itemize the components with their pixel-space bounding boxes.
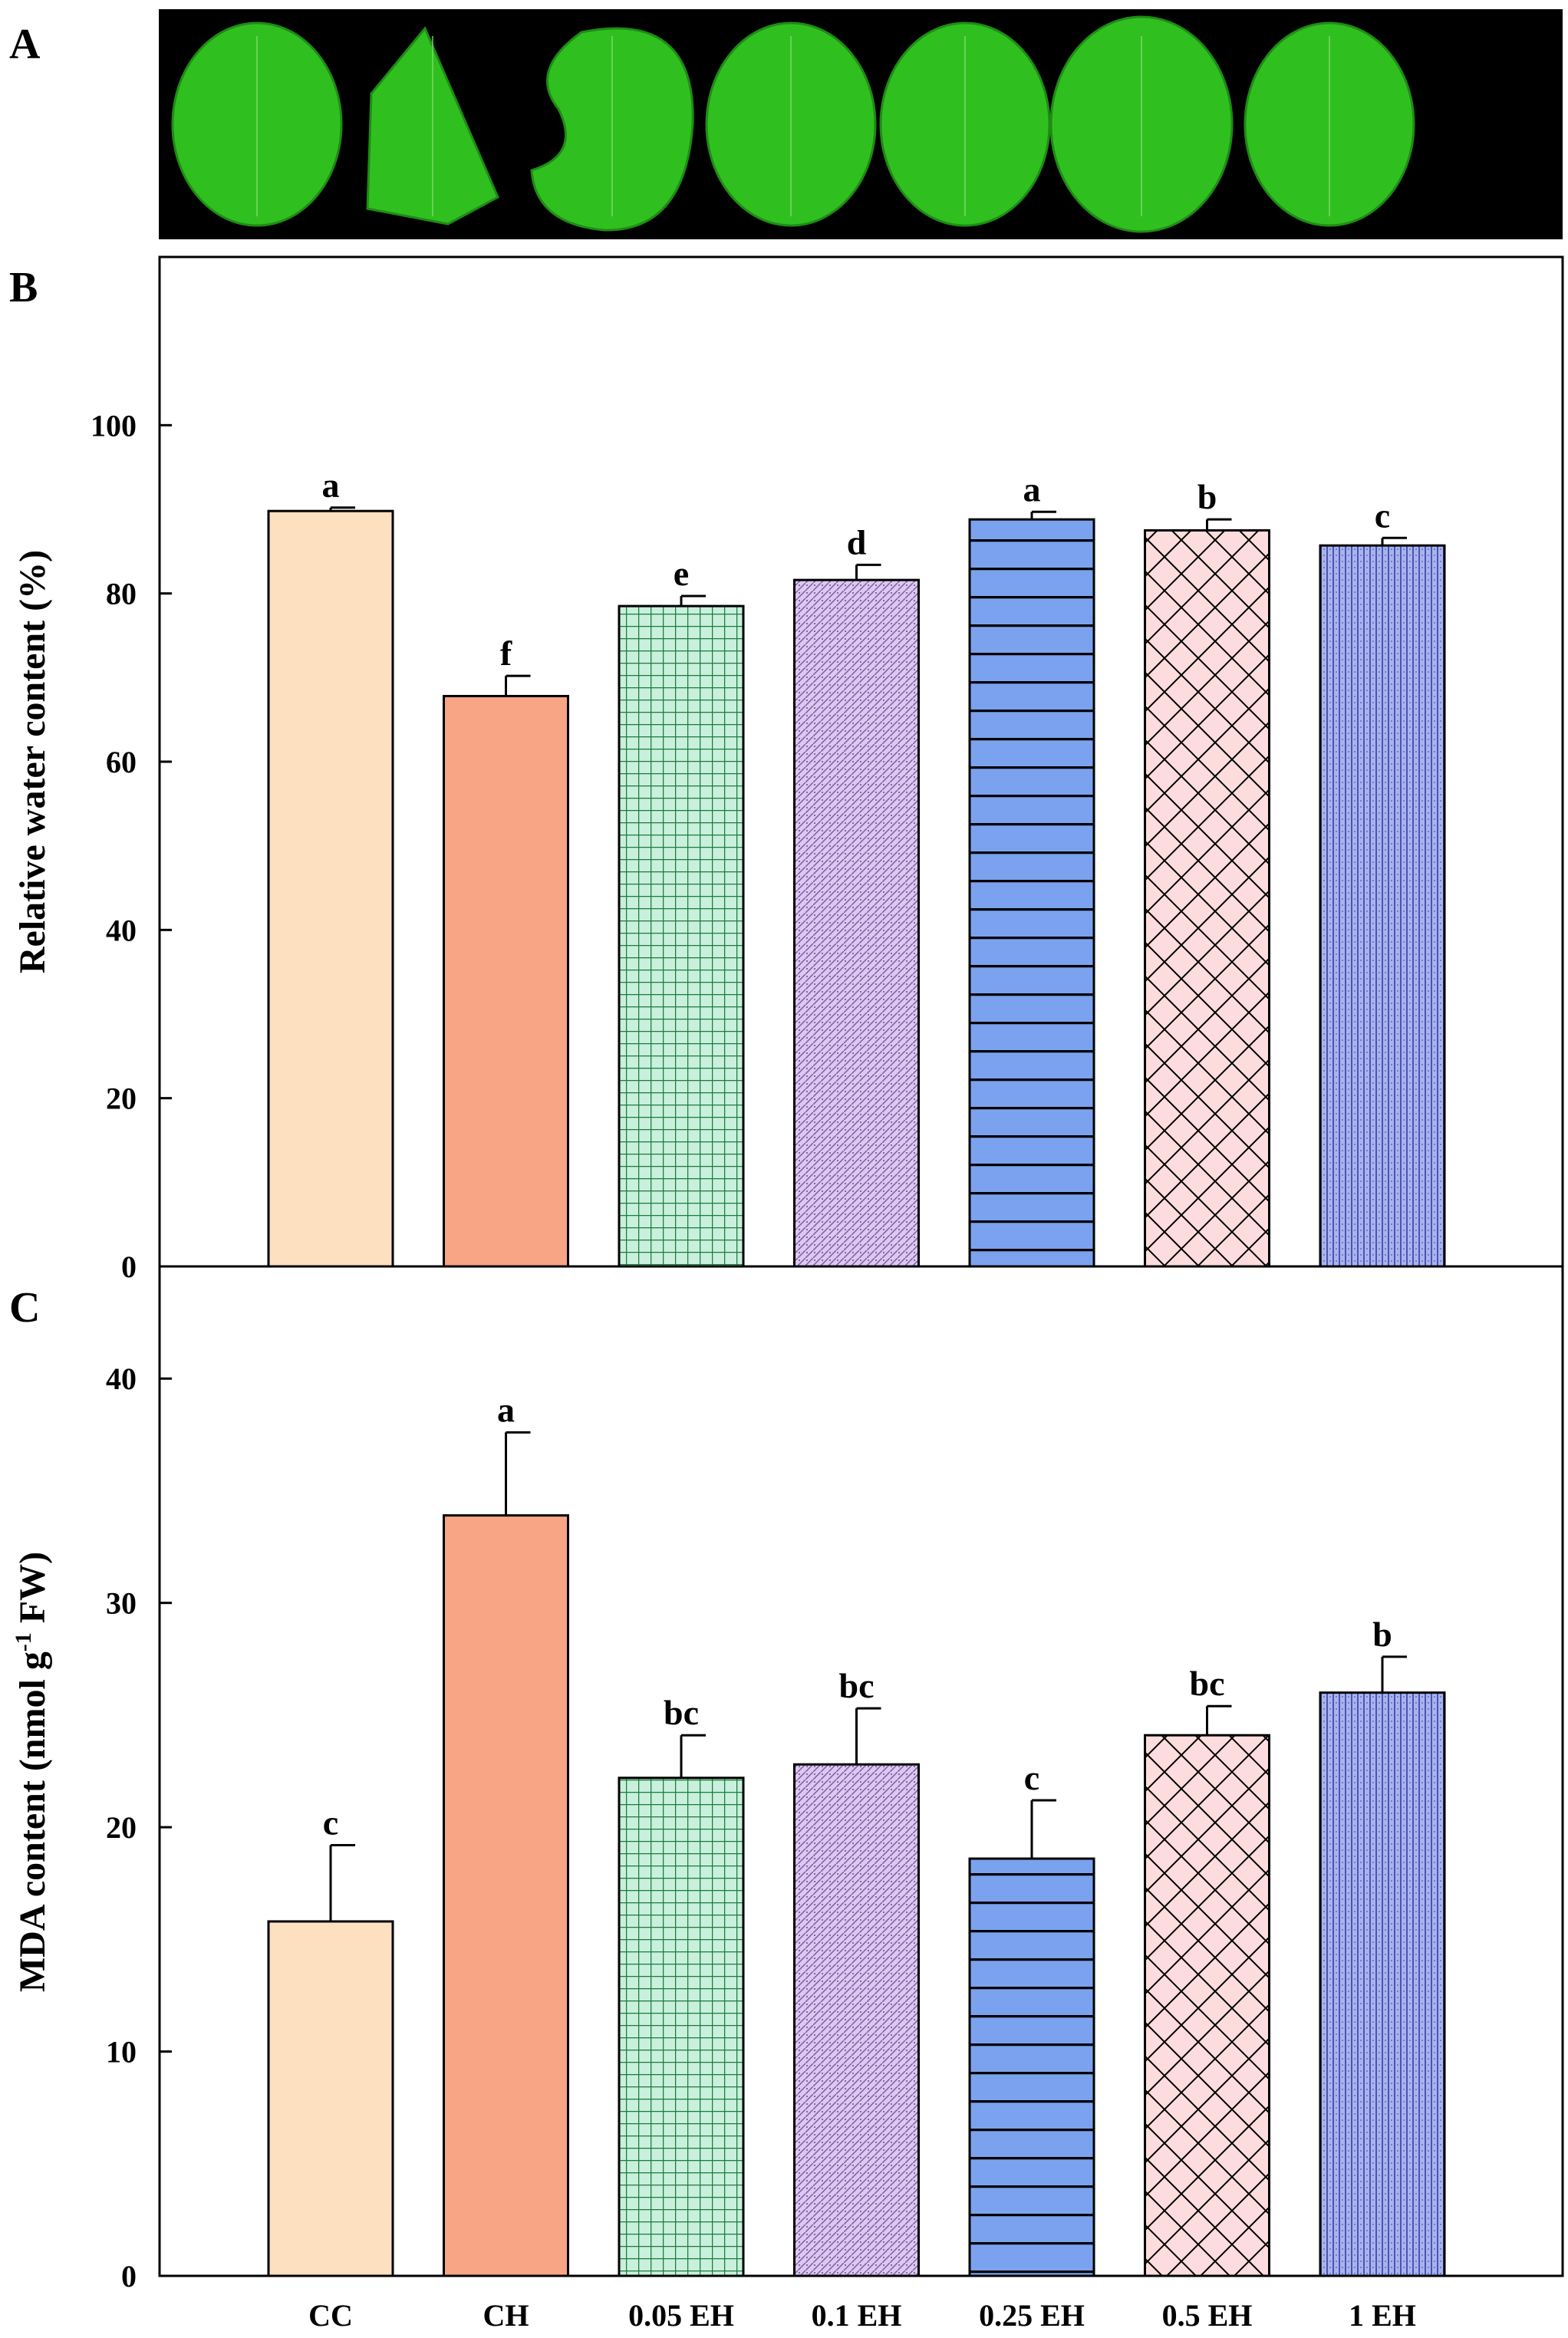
chart-c-category-label: CH <box>483 2298 529 2333</box>
panel-b-letter: B <box>9 264 38 311</box>
chart-b-sig-label: a <box>322 466 340 505</box>
chart-b-ylabel: Relative water content (%) <box>12 550 53 973</box>
chart-b-sig-label: e <box>674 554 689 593</box>
chart-b-bar <box>618 604 745 1268</box>
chart-c-ylabel-main: MDA content (nmol g <box>12 1651 53 1992</box>
chart-c-bar <box>1319 1691 1446 2277</box>
chart-c-ytick-label: 20 <box>106 1810 137 1845</box>
chart-b-ytick-label: 100 <box>91 408 137 443</box>
chart-c-bar <box>443 1514 569 2277</box>
chart-c-ylabel-sup: -1 <box>11 1632 36 1651</box>
chart-c-sig-label: c <box>1024 1758 1039 1797</box>
chart-b-bar <box>267 509 394 1268</box>
leaf-2 <box>366 26 499 226</box>
chart-c-ytick-label: 40 <box>106 1362 137 1396</box>
chart-b-sig-label: a <box>1023 469 1041 509</box>
chart-b-ytick-label: 0 <box>121 1250 137 1284</box>
chart-c-ylabel-end: FW) <box>12 1552 53 1632</box>
chart-mda-content: MDA content (nmol g-1 FW) 010203040cabcb… <box>11 1265 1564 2333</box>
leaf-1 <box>171 21 343 227</box>
panel-a-letter: A <box>9 21 41 68</box>
leaf-3 <box>530 27 694 232</box>
chart-c-bar <box>267 1920 394 2277</box>
chart-b-ytick-label: 60 <box>106 745 137 779</box>
chart-c-sig-label: bc <box>664 1693 699 1732</box>
chart-relative-water-content: Relative water content (%) 0 20 40 60 80 100 a… <box>12 255 1564 1284</box>
chart-b-sig-label: f <box>500 634 512 673</box>
chart-c-category-label: CC <box>308 2298 353 2333</box>
leaf-4 <box>705 21 877 227</box>
chart-c-bar <box>968 1857 1095 2277</box>
chart-c-bar <box>1144 1734 1270 2277</box>
chart-b-bar <box>1319 544 1446 1268</box>
chart-b-bar <box>443 694 569 1268</box>
chart-b-bar <box>793 578 920 1268</box>
chart-c-sig-label: a <box>497 1390 515 1429</box>
chart-c-category-label: 0.05 EH <box>628 2298 734 2333</box>
chart-c-category-label: 0.1 EH <box>812 2298 902 2333</box>
chart-c-sig-label: bc <box>1190 1664 1225 1703</box>
panel-c-letter: C <box>9 1284 40 1332</box>
chart-b-ytick-label: 40 <box>106 913 137 947</box>
leaf-7 <box>1244 21 1415 227</box>
chart-b-ytick-label: 20 <box>106 1082 137 1116</box>
chart-c-ytick-label: 0 <box>121 2259 137 2294</box>
chart-c-ytick-label: 10 <box>106 2035 137 2070</box>
chart-c-ylabel: MDA content (nmol g-1 FW) <box>11 1552 53 1992</box>
chart-c-category-label: 1 EH <box>1349 2298 1416 2333</box>
chart-c-sig-label: b <box>1372 1615 1392 1654</box>
chart-c-category-label: 0.25 EH <box>979 2298 1085 2333</box>
chart-c-ytick-label: 30 <box>106 1586 137 1621</box>
chart-b-sig-label: d <box>847 522 867 561</box>
chart-b-sig-label: c <box>1375 496 1390 535</box>
chart-c-category-label: 0.5 EH <box>1162 2298 1253 2333</box>
chart-c-bar <box>793 1763 920 2277</box>
leaf-6 <box>1049 15 1234 233</box>
chart-c-sig-label: bc <box>839 1666 875 1705</box>
chart-b-ytick-label: 80 <box>106 577 137 611</box>
chart-c-sig-label: c <box>323 1803 338 1842</box>
chart-b-bar <box>968 518 1095 1268</box>
chart-b-bar <box>1144 529 1270 1268</box>
leaf-5 <box>879 21 1051 227</box>
chart-c-bar <box>618 1777 745 2277</box>
leaf-photos <box>171 15 1415 233</box>
chart-b-sig-label: b <box>1197 477 1217 516</box>
